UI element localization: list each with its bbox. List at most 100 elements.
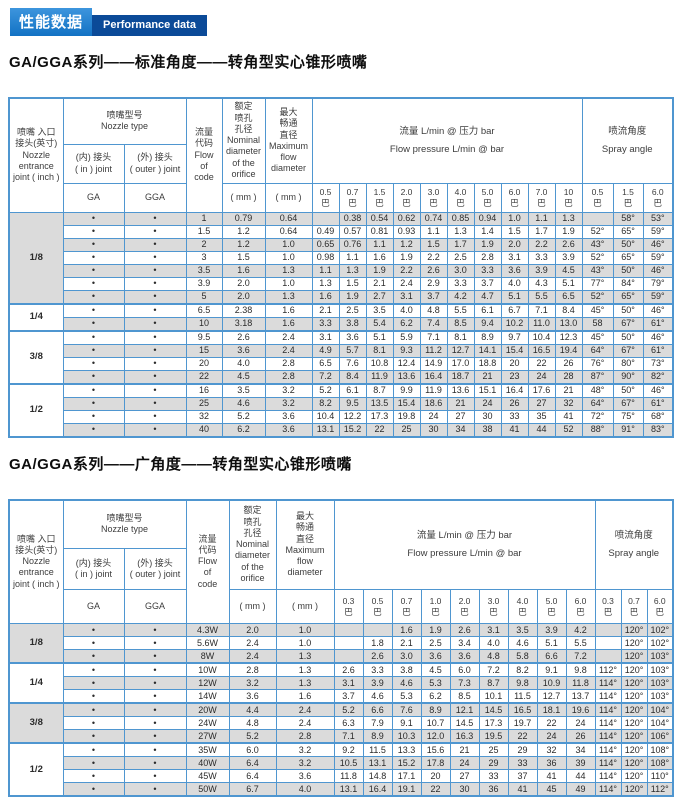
ga-available-dot: • (62, 250, 125, 265)
flow-value-cell: 19.1 (391, 782, 422, 797)
flow-value-cell: 3.6 (500, 263, 529, 278)
flow-value-cell: 3.0 (391, 649, 422, 664)
spray-angle-cell: 45° (581, 329, 614, 345)
flow-value-cell: 35 (527, 409, 556, 424)
spray-angle-cell: 46° (642, 382, 674, 398)
ga-available-dot: • (62, 756, 125, 770)
flow-value-cell: 0.76 (338, 237, 367, 252)
nominal-diameter-cell: 0.79 (221, 211, 266, 226)
flow-value-cell: 44 (527, 422, 556, 437)
flow-value-cell: 4.8 (478, 649, 509, 664)
nominal-diameter-cell: 2.8 (228, 662, 277, 677)
flow-value-cell: 1.9 (420, 623, 451, 637)
flow-value-cell: 12.0 (420, 729, 451, 744)
header-pressure-column: 5.0 巴 (536, 589, 567, 624)
flow-value-cell: 21 (446, 396, 475, 411)
spray-angle-cell: 120° (620, 716, 648, 730)
ga-available-dot: • (62, 649, 125, 664)
flow-value-cell: 4.0 (392, 302, 421, 318)
flow-value-cell: 2.6 (554, 237, 583, 252)
flow-value-cell: 3.3 (446, 276, 475, 291)
header-pressure-column: 0.7 巴 (391, 589, 422, 624)
flow-value-cell: 33 (478, 769, 509, 783)
flow-value-cell: 1.3 (446, 224, 475, 239)
flow-value-cell: 1.6 (311, 289, 340, 304)
flow-value-cell: 7.1 (419, 329, 448, 345)
spray-angle-cell: 106° (646, 729, 674, 744)
spray-angle-cell: 120° (620, 702, 648, 717)
nominal-diameter-cell: 6.2 (221, 422, 266, 437)
flow-value-cell: 6.2 (420, 689, 451, 704)
flow-value-cell: 5.2 (311, 382, 340, 398)
header-angle-pressure-column: 0.7 巴 (620, 589, 648, 624)
spray-angle-cell: 114° (594, 782, 622, 797)
flow-code-cell: 32 (185, 409, 223, 424)
nominal-diameter-cell: 1.6 (221, 263, 266, 278)
max-flow-diameter-cell: 1.6 (264, 316, 313, 331)
spray-angle-cell: 67° (612, 343, 644, 358)
flow-value-cell: 3.8 (391, 662, 422, 677)
gga-available-dot: • (123, 756, 187, 770)
spray-angle-cell: 114° (594, 689, 622, 704)
performance-table-standard-angle: 喷嘴 入口 接头(英寸) Nozzle entrance joint ( inc… (8, 97, 674, 438)
max-flow-diameter-cell: 1.0 (275, 623, 335, 637)
ga-available-dot: • (62, 237, 125, 252)
flow-value-cell: 7.4 (419, 316, 448, 331)
spray-angle-cell: 120° (620, 636, 648, 650)
table-row: • • 27W 5.2 2.8 7.1 8.9 10.3 12.0 16.3 19.5 22 24 26 1… (9, 729, 674, 744)
table-row: • • 45W 6.4 3.6 11.8 14.8 17.1 20 27 33 37 41 44 114° 1… (9, 769, 674, 783)
header-spray-angle-group: 喷流角度 Spray angle (581, 97, 674, 184)
flow-value-cell: 26 (554, 356, 583, 371)
flow-value-cell: 0.65 (311, 237, 340, 252)
flow-value-cell: 52 (554, 422, 583, 437)
max-flow-diameter-cell: 3.6 (275, 769, 335, 783)
spray-angle-cell: 58 (581, 316, 614, 331)
spray-angle-cell: 120° (620, 742, 648, 757)
nominal-diameter-cell: 4.0 (221, 356, 266, 371)
badge-title-en: Performance data (92, 15, 207, 36)
flow-value-cell: 0.74 (419, 211, 448, 226)
flow-value-cell: 7.6 (338, 356, 367, 371)
header-pressure-column: 7.0 巴 (527, 182, 556, 213)
max-flow-diameter-cell: 2.8 (264, 356, 313, 371)
table-row: • • 14W 3.6 1.6 3.7 4.6 5.3 6.2 8.5 10.1 11.5 12.7 13… (9, 689, 674, 704)
table-container-wide-angle: 喷嘴 入口 接头(英寸) Nozzle entrance joint ( inc… (8, 498, 679, 797)
joint-size-cell: 1/2 (8, 742, 64, 797)
max-flow-diameter-cell: 3.6 (264, 422, 313, 437)
flow-value-cell: 7.2 (311, 369, 340, 384)
spray-angle-cell: 120° (620, 662, 648, 677)
flow-value-cell: 1.5 (419, 237, 448, 252)
flow-code-cell: 22 (185, 369, 223, 384)
flow-value-cell: 3.6 (420, 649, 451, 664)
flow-value-cell: 32 (536, 742, 567, 757)
header-flow-vs-pressure-group: 流量 L/min @ 压力 bar Flow pressure L/min @ … (311, 97, 583, 184)
header-nozzle-type: 喷嘴型号 Nozzle type (62, 97, 187, 145)
flow-code-cell: 1.5 (185, 224, 223, 239)
spray-angle-cell: 120° (620, 769, 648, 783)
flow-value-cell: 3.9 (362, 676, 393, 690)
flow-value-cell: 3.1 (500, 250, 529, 265)
ga-available-dot: • (62, 302, 125, 318)
flow-value-cell: 18.7 (446, 369, 475, 384)
max-flow-diameter-cell: 3.2 (275, 742, 335, 757)
flow-value-cell: 30 (449, 782, 480, 797)
ga-available-dot: • (62, 343, 125, 358)
gga-available-dot: • (123, 224, 187, 239)
spray-angle-cell: 114° (594, 769, 622, 783)
flow-code-cell: 20W (185, 702, 230, 717)
spray-angle-cell: 79° (642, 276, 674, 291)
flow-value-cell: 11.5 (362, 742, 393, 757)
header-pressure-column: 0.7 巴 (338, 182, 367, 213)
header-max-unit-mm: ( mm ) (275, 589, 335, 624)
flow-value-cell: 1.3 (311, 276, 340, 291)
ga-available-dot: • (62, 409, 125, 424)
flow-value-cell: 27 (446, 409, 475, 424)
max-flow-diameter-cell: 2.4 (275, 716, 335, 730)
header-angle-pressure-column: 0.5 巴 (581, 182, 614, 213)
table-row: • • 50W 6.7 4.0 13.1 16.4 19.1 22 30 36 41 45 49 114° 1… (9, 782, 674, 797)
ga-available-dot: • (62, 702, 125, 717)
flow-value-cell: 2.7 (365, 289, 394, 304)
spray-angle-cell: 65° (612, 250, 644, 265)
flow-value-cell: 16.4 (419, 369, 448, 384)
gga-available-dot: • (123, 782, 187, 797)
